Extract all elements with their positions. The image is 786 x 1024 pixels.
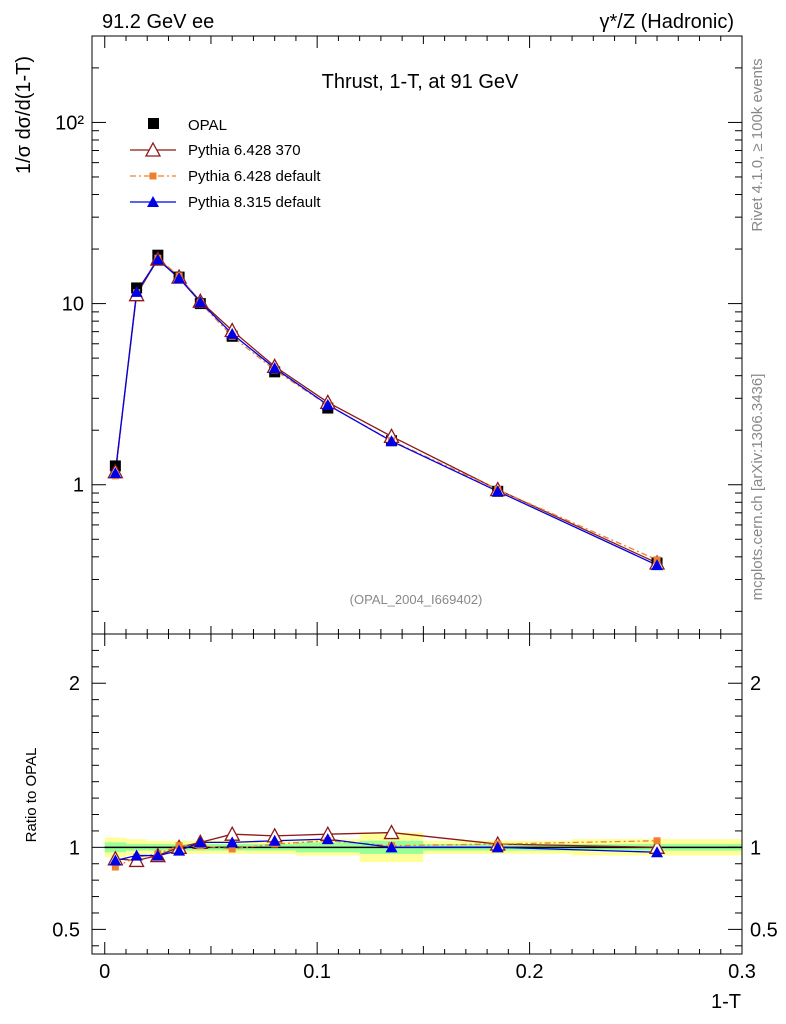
- ratio-y-tick-label: 1: [69, 837, 80, 859]
- legend: OPAL Pythia 6.428 370 Pythia 6.428 defau…: [130, 117, 321, 211]
- mcplots-label: mcplots.cern.ch [arXiv:1306.3436]: [749, 374, 766, 601]
- y-axis-label: 1/σ dσ/d(1-T): [13, 56, 35, 174]
- ratio-frame: [91, 633, 743, 955]
- ratio-y-tick-label-right: 1: [750, 837, 761, 859]
- legend-label-py8-default: Pythia 8.315 default: [188, 194, 321, 211]
- ratio-y-tick-label-right: 2: [750, 673, 761, 695]
- ratio-series-2-point: [651, 846, 664, 858]
- y-tick-label: 10²: [55, 112, 84, 134]
- ratio-series-0-point: [383, 824, 400, 840]
- ratio-series-2-point: [226, 836, 239, 848]
- header-right: γ*/Z (Hadronic): [600, 11, 734, 33]
- x-tick-label: 0: [99, 961, 110, 983]
- header-left: 91.2 GeV ee: [102, 11, 214, 33]
- series-3-point: [651, 559, 664, 571]
- x-tick-label: 0.1: [303, 961, 331, 983]
- ratio-series-1-point: [653, 837, 661, 845]
- legend-label-py6-370: Pythia 6.428 370: [188, 142, 301, 159]
- series-3-point: [194, 296, 207, 308]
- chart-title: Thrust, 1-T, at 91 GeV: [322, 71, 519, 93]
- legend-label-py6-default: Pythia 6.428 default: [188, 168, 321, 185]
- legend-marker-py6-default: [149, 172, 157, 180]
- ratio-series-2-point: [109, 854, 122, 866]
- ratio-series-2-point: [321, 833, 334, 845]
- ratio-series-2-point: [385, 841, 398, 853]
- ratio-series-2-point: [194, 836, 207, 848]
- series-3-point: [321, 398, 334, 410]
- series-3-point: [226, 327, 239, 339]
- ratio-series-2-point: [491, 841, 504, 853]
- y-tick-label: 1: [73, 475, 84, 497]
- ratio-y-tick-label: 2: [69, 673, 80, 695]
- legend-marker-py8-default: [147, 196, 159, 207]
- ratio-series-2-point: [268, 834, 281, 846]
- ratio-series-2-point: [173, 844, 186, 856]
- x-tick-label: 0.2: [516, 961, 544, 983]
- series-3-point: [151, 253, 164, 265]
- legend-marker-py6-370: [144, 141, 162, 157]
- x-axis-label: 1-T: [711, 991, 741, 1013]
- ratio-series-1-point: [111, 863, 119, 871]
- series-3-point: [268, 362, 281, 374]
- series-3-point: [385, 435, 398, 447]
- series-3-point: [173, 272, 186, 284]
- legend-marker-opal: [148, 118, 159, 129]
- x-tick-label: 0.3: [728, 961, 756, 983]
- legend-label-opal: OPAL: [188, 117, 227, 134]
- series-3-point: [109, 467, 122, 479]
- ratio-series-1-point: [228, 845, 236, 853]
- y-tick-label: 10: [62, 294, 84, 316]
- ratio-series-2-point: [130, 849, 143, 861]
- analysis-id: (OPAL_2004_I669402): [350, 592, 483, 607]
- series-3-point: [491, 485, 504, 497]
- ratio-series-2-point: [151, 849, 164, 861]
- rivet-label: Rivet 4.1.0, ≥ 100k events: [749, 58, 766, 231]
- ratio-y-axis-label: Ratio to OPAL: [23, 748, 40, 843]
- ratio-y-tick-label: 0.5: [52, 919, 80, 941]
- ratio-y-tick-label-right: 0.5: [750, 919, 778, 941]
- series-3-point: [130, 285, 143, 297]
